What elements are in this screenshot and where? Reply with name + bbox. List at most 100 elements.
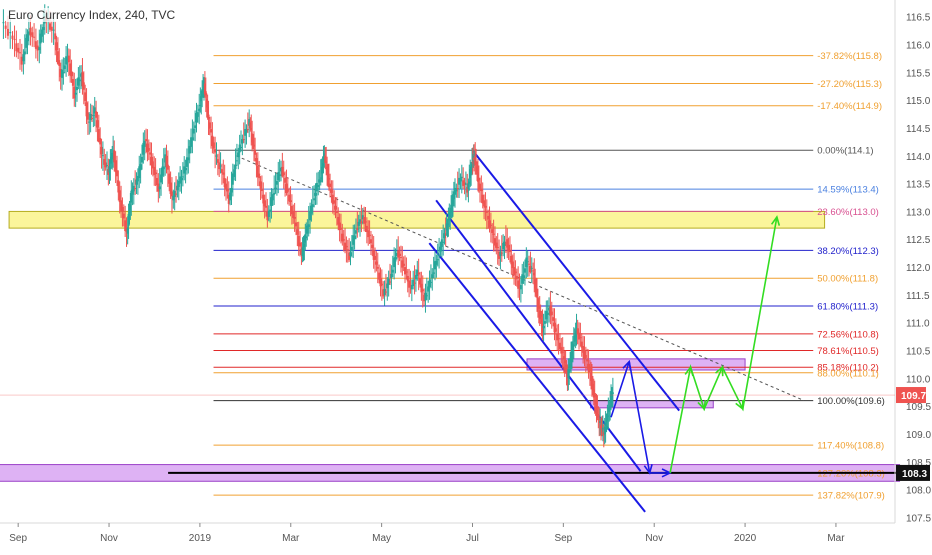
candle-body (529, 265, 532, 273)
candle-body (226, 189, 229, 192)
candle-body (34, 41, 37, 49)
candle-body (353, 235, 356, 240)
candle-body (521, 274, 524, 284)
candle-body (436, 259, 439, 261)
candle-body (96, 120, 99, 128)
candle-body (290, 205, 293, 215)
x-tick-label: 2019 (189, 533, 212, 544)
candle-body (596, 409, 599, 418)
candle-body (491, 229, 494, 234)
candle-body (172, 195, 175, 201)
candle-body (176, 185, 179, 191)
candle-body (450, 204, 453, 213)
candle-body (533, 272, 536, 276)
candle-body (604, 428, 607, 430)
dashed-trend-line[interactable] (236, 155, 805, 402)
candle-body (417, 272, 420, 275)
candle-body (455, 188, 458, 192)
candle-body (82, 82, 85, 90)
x-tick-label: Nov (100, 533, 118, 544)
x-tick-label: Sep (554, 533, 572, 544)
candle-body (601, 427, 604, 430)
candle-body (54, 33, 57, 40)
candle-body (327, 178, 330, 180)
candle-body (510, 255, 513, 265)
candle-body (65, 56, 68, 65)
candle-body (225, 183, 228, 189)
candle-body (307, 224, 310, 228)
candle-body (293, 216, 296, 219)
candle-body (375, 261, 378, 265)
candle-body (132, 185, 135, 192)
candle-body (303, 243, 306, 248)
green-projection-arrow[interactable] (669, 216, 778, 474)
y-tick-label: 112.0 (906, 263, 931, 274)
candle-body (249, 122, 252, 129)
channel-line-0[interactable] (471, 149, 680, 412)
candle-body (273, 192, 276, 195)
candle-body (572, 345, 575, 347)
candle-body (463, 182, 466, 185)
candle-body (255, 158, 258, 166)
candle-body (428, 279, 431, 288)
candle-body (237, 152, 240, 157)
candle-body (81, 72, 84, 87)
candle-body (205, 99, 208, 108)
candle-body (539, 314, 542, 318)
candle-body (219, 165, 222, 167)
candle-body (425, 295, 428, 297)
candle-body (135, 179, 138, 185)
fib-level-label: -27.20%(115.3) (817, 79, 882, 90)
candle-body (97, 129, 100, 142)
candle-body (580, 341, 583, 348)
y-tick-label: 111.5 (906, 291, 930, 302)
y-tick-label: 115.0 (906, 96, 931, 107)
candle-body (200, 96, 203, 102)
candle-body (93, 107, 96, 114)
candle-body (338, 222, 341, 231)
candle-body (532, 270, 535, 272)
candle-body (399, 257, 402, 259)
candle-body (128, 212, 131, 219)
candle-body (475, 161, 478, 164)
candle-body (469, 169, 472, 179)
candle-body (223, 178, 226, 188)
candle-body (70, 71, 73, 77)
candle-body (444, 233, 447, 235)
candle-body (429, 281, 432, 283)
candle-body (201, 89, 204, 97)
candle-body (558, 342, 561, 350)
candle-body (241, 139, 244, 144)
candle-body (305, 236, 308, 239)
candle-body (334, 205, 337, 210)
candle-body (263, 200, 266, 207)
candle-body (542, 326, 545, 329)
candle-body (367, 230, 370, 238)
candle-body (397, 250, 400, 258)
candle-body (297, 235, 300, 247)
candle-body (528, 263, 531, 265)
candle-body (327, 172, 330, 180)
candle-body (568, 369, 571, 373)
candle-body (187, 157, 190, 161)
candle-body (476, 172, 479, 182)
x-tick-label: Mar (827, 533, 845, 544)
candle-body (120, 200, 123, 211)
candle-body (569, 363, 572, 368)
candle-body (610, 394, 613, 399)
candle-body (206, 106, 209, 118)
candle-body (421, 289, 424, 292)
candle-body (595, 405, 598, 407)
candle-body (274, 187, 277, 190)
candle-body (474, 155, 477, 166)
candle-body (52, 29, 55, 31)
candle-body (20, 56, 23, 65)
candle-body (382, 289, 385, 297)
candle-body (387, 278, 390, 285)
channel-line-2[interactable] (428, 242, 646, 513)
blue-projection-arrow[interactable] (610, 361, 671, 474)
fib-level-label: 100.00%(109.6) (817, 396, 885, 407)
x-tick-label: May (372, 533, 391, 544)
